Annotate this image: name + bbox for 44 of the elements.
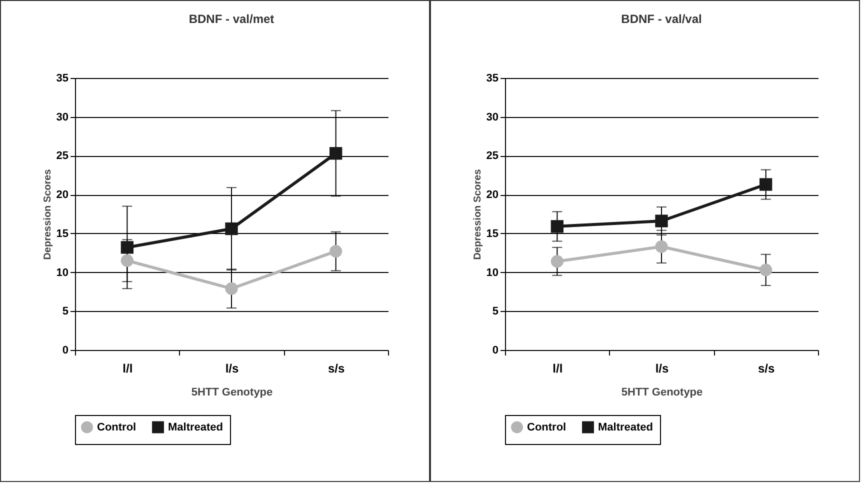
- x-tick-label: l/l: [552, 362, 563, 376]
- y-axis-title: Depression Scores: [472, 168, 484, 260]
- y-tick-label: 20: [56, 189, 68, 202]
- x-tick-label: s/s: [758, 362, 775, 376]
- x-tick-label: l/s: [225, 362, 239, 376]
- point: [120, 254, 134, 267]
- x-tick-label: l/s: [655, 362, 669, 376]
- point: [760, 178, 772, 191]
- chart-title: BDNF - val/val: [621, 12, 702, 26]
- point: [330, 147, 342, 160]
- point: [655, 240, 668, 253]
- x-axis-title: 5HTT Genotype: [621, 386, 703, 398]
- y-tick-label: 30: [486, 111, 498, 124]
- y-axis-title: Depression Scores: [42, 168, 54, 260]
- y-tick-label: 25: [56, 150, 68, 162]
- y-tick-label: 20: [486, 189, 498, 202]
- legend-label: Control: [527, 421, 566, 434]
- point: [655, 214, 668, 228]
- point: [550, 220, 564, 233]
- y-tick-label: 25: [486, 150, 498, 162]
- legend-label: Maltreated: [598, 421, 654, 434]
- y-tick-label: 10: [486, 266, 498, 279]
- x-tick-label: l/l: [122, 362, 133, 376]
- point: [550, 255, 564, 268]
- point: [225, 282, 238, 295]
- y-tick-label: 35: [486, 72, 498, 84]
- point: [225, 222, 238, 236]
- x-tick-label: s/s: [328, 362, 345, 376]
- y-tick-label: 35: [56, 72, 68, 84]
- y-tick-label: 0: [492, 344, 498, 356]
- y-tick-label: 5: [492, 306, 498, 318]
- chart-title: BDNF - val/met: [188, 12, 274, 26]
- y-tick-label: 10: [56, 266, 68, 279]
- y-tick-label: 15: [486, 228, 498, 240]
- legend-label: Maltreated: [168, 421, 224, 434]
- x-axis-title: 5HTT Genotype: [191, 386, 273, 398]
- y-tick-label: 0: [62, 344, 68, 356]
- point: [330, 244, 342, 258]
- legend-label: Control: [97, 421, 136, 434]
- point: [760, 264, 772, 276]
- y-tick-label: 5: [62, 306, 68, 318]
- point: [120, 241, 134, 254]
- y-tick-label: 15: [56, 228, 68, 240]
- y-tick-label: 30: [56, 111, 68, 124]
